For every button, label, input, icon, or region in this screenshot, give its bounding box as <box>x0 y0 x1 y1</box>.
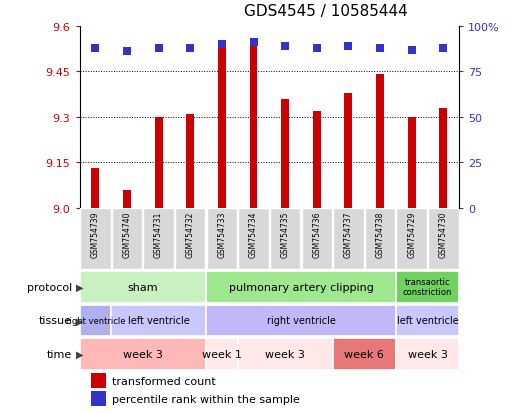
FancyBboxPatch shape <box>111 305 206 336</box>
Text: sham: sham <box>127 282 158 292</box>
Bar <box>408 118 416 208</box>
FancyBboxPatch shape <box>428 209 459 270</box>
Text: ▶: ▶ <box>76 316 84 325</box>
Text: pulmonary artery clipping: pulmonary artery clipping <box>228 282 373 292</box>
FancyBboxPatch shape <box>365 209 395 270</box>
Text: protocol: protocol <box>27 282 72 292</box>
Text: ▶: ▶ <box>76 349 84 359</box>
FancyBboxPatch shape <box>270 209 300 270</box>
FancyBboxPatch shape <box>396 338 459 370</box>
Text: GSM754734: GSM754734 <box>249 211 258 258</box>
Point <box>91 45 100 52</box>
Bar <box>91 373 106 388</box>
Bar <box>344 93 352 208</box>
Point <box>218 42 226 48</box>
Bar <box>91 391 106 406</box>
Text: GSM754737: GSM754737 <box>344 211 353 258</box>
Point <box>439 45 447 52</box>
Bar <box>439 109 447 208</box>
FancyBboxPatch shape <box>302 209 332 270</box>
Point <box>281 43 289 50</box>
Text: GSM754729: GSM754729 <box>407 211 416 258</box>
Point <box>312 45 321 52</box>
Bar <box>123 190 131 208</box>
Bar <box>281 100 289 208</box>
Text: GSM754736: GSM754736 <box>312 211 321 258</box>
Point <box>249 40 258 47</box>
Text: GSM754732: GSM754732 <box>186 211 195 258</box>
Bar <box>154 118 163 208</box>
FancyBboxPatch shape <box>80 305 111 336</box>
Bar <box>186 114 194 208</box>
Text: left ventricle: left ventricle <box>128 316 189 325</box>
Text: GSM754740: GSM754740 <box>123 211 131 258</box>
Text: time: time <box>47 349 72 359</box>
FancyBboxPatch shape <box>80 338 206 370</box>
FancyBboxPatch shape <box>207 209 237 270</box>
FancyBboxPatch shape <box>175 209 205 270</box>
Text: percentile rank within the sample: percentile rank within the sample <box>112 394 300 404</box>
Text: transformed count: transformed count <box>112 375 215 386</box>
FancyBboxPatch shape <box>144 209 174 270</box>
Point <box>123 49 131 56</box>
FancyBboxPatch shape <box>238 338 332 370</box>
Text: week 3: week 3 <box>407 349 447 359</box>
FancyBboxPatch shape <box>333 209 364 270</box>
FancyBboxPatch shape <box>206 305 396 336</box>
FancyBboxPatch shape <box>112 209 142 270</box>
Point <box>186 45 194 52</box>
FancyBboxPatch shape <box>239 209 269 270</box>
Point <box>344 43 352 50</box>
Text: GSM754730: GSM754730 <box>439 211 448 258</box>
Text: right ventricle: right ventricle <box>267 316 336 325</box>
FancyBboxPatch shape <box>206 271 396 303</box>
Bar <box>376 75 384 208</box>
Text: right ventricle: right ventricle <box>66 316 125 325</box>
Text: week 3: week 3 <box>123 349 163 359</box>
Bar <box>249 39 258 208</box>
Point <box>154 45 163 52</box>
FancyBboxPatch shape <box>397 209 427 270</box>
Text: ▶: ▶ <box>76 282 84 292</box>
Text: GSM754735: GSM754735 <box>281 211 290 258</box>
FancyBboxPatch shape <box>332 338 396 370</box>
Text: tissue: tissue <box>39 316 72 325</box>
Bar <box>218 42 226 208</box>
Text: GSM754733: GSM754733 <box>218 211 226 258</box>
FancyBboxPatch shape <box>80 209 110 270</box>
Text: GSM754739: GSM754739 <box>91 211 100 258</box>
Bar <box>313 112 321 208</box>
Text: GDS4545 / 10585444: GDS4545 / 10585444 <box>244 4 407 19</box>
Text: week 3: week 3 <box>265 349 305 359</box>
Text: transaortic
constriction: transaortic constriction <box>403 278 452 297</box>
Point <box>407 47 416 54</box>
FancyBboxPatch shape <box>206 338 238 370</box>
FancyBboxPatch shape <box>396 271 459 303</box>
Text: week 1: week 1 <box>202 349 242 359</box>
Point <box>376 45 384 52</box>
Text: GSM754738: GSM754738 <box>376 211 385 258</box>
Bar <box>91 169 100 208</box>
Text: week 6: week 6 <box>344 349 384 359</box>
FancyBboxPatch shape <box>80 271 206 303</box>
FancyBboxPatch shape <box>396 305 459 336</box>
Text: GSM754731: GSM754731 <box>154 211 163 258</box>
Text: left ventricle: left ventricle <box>397 316 459 325</box>
